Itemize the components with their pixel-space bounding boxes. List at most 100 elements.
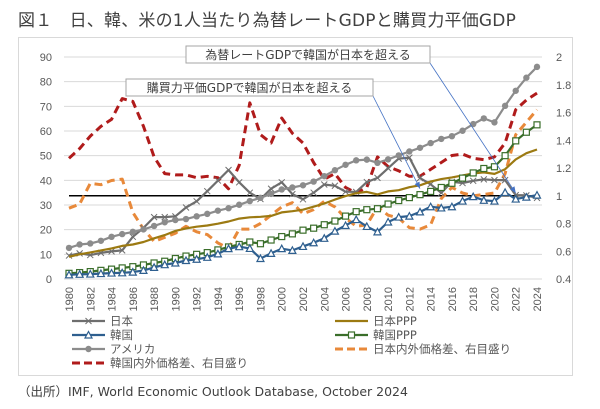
series-4 (65, 63, 541, 252)
x-tick-label: 2008 (362, 287, 374, 311)
left-tick-label: 50 (40, 151, 52, 163)
left-tick-label: 80 (40, 77, 52, 89)
marker-triangle (383, 217, 393, 226)
marker-triangle (234, 241, 244, 251)
marker-circle (299, 182, 307, 189)
marker-x (118, 247, 126, 254)
marker-square (458, 174, 467, 182)
marker-circle (235, 201, 243, 208)
marker-triangle (362, 221, 372, 231)
marker-triangle (351, 214, 361, 224)
marker-square (320, 221, 328, 229)
marker-triangle (447, 201, 457, 211)
marker-square (363, 206, 371, 214)
marker-triangle (255, 253, 265, 263)
marker-circle (267, 190, 275, 198)
legend-item: 韓国 (72, 328, 133, 342)
marker-square (310, 224, 318, 232)
marker-square (256, 240, 265, 248)
annotation-0: 為替レートGDPで韓国が日本を超える (185, 45, 517, 194)
marker-triangle (96, 268, 106, 278)
x-tick-label: 1996 (234, 287, 246, 311)
marker-circle (140, 226, 147, 233)
marker-circle (278, 186, 285, 193)
marker-triangle (426, 201, 436, 211)
marker-triangle (170, 258, 180, 267)
marker-triangle (138, 265, 148, 274)
series-line (68, 148, 538, 258)
marker-square (469, 169, 477, 177)
right-tick-label: 1.4 (556, 135, 571, 147)
marker-x (246, 189, 254, 197)
x-tick-label: 1992 (192, 287, 204, 311)
marker-circle (65, 244, 73, 252)
marker-circle (427, 139, 434, 147)
marker-circle (342, 161, 349, 168)
marker-square (299, 226, 307, 234)
marker-circle (172, 216, 179, 224)
marker-triangle (436, 203, 446, 212)
series-6 (67, 91, 538, 195)
marker-square (331, 217, 339, 225)
marker-square (448, 179, 456, 187)
series-1 (68, 148, 538, 258)
marker-triangle (468, 191, 478, 201)
marker-triangle (192, 254, 202, 263)
marker-square (384, 200, 392, 208)
x-tick-label: 1998 (255, 287, 267, 311)
legend-label: 韓国 (110, 328, 133, 342)
x-tick-label: 2004 (319, 287, 331, 311)
x-tick-label: 2018 (468, 287, 480, 311)
legend-item: 日本内外価格差、右目盛り (335, 342, 511, 356)
marker-square (352, 208, 360, 216)
marker-triangle (287, 245, 297, 254)
marker-square (480, 164, 488, 173)
x-tick-label: 2014 (426, 287, 438, 311)
marker-square (278, 232, 286, 241)
x-tick-label: 2000 (277, 287, 289, 311)
right-tick-label: 2 (556, 52, 562, 64)
marker-square (501, 152, 509, 160)
marker-circle (374, 159, 381, 167)
marker-x (150, 213, 158, 221)
marker-triangle (479, 195, 489, 204)
marker-triangle (309, 237, 319, 247)
right-tick-label: 0.8 (556, 219, 571, 231)
marker-x (299, 195, 307, 203)
marker-circle (225, 205, 232, 212)
right-tick-label: 0.4 (556, 274, 571, 286)
marker-triangle (85, 269, 95, 278)
marker-triangle (64, 270, 74, 279)
marker-circle (406, 148, 413, 155)
marker-square (512, 137, 520, 145)
right-tick-label: 1.8 (556, 80, 571, 92)
marker-x (491, 176, 498, 184)
marker-circle (384, 156, 392, 163)
chart-frame (18, 37, 573, 376)
marker-circle (193, 213, 200, 220)
marker-x (235, 178, 243, 186)
marker-triangle (372, 227, 382, 236)
marker-x (320, 181, 328, 188)
x-tick-label: 1994 (213, 287, 225, 311)
annotation-box (125, 78, 374, 97)
marker-square (288, 230, 296, 238)
marker-circle (469, 120, 477, 128)
marker-triangle (511, 194, 521, 203)
left-tick-label: 20 (40, 225, 52, 237)
marker-circle (214, 207, 222, 214)
marker-x (480, 175, 488, 183)
marker-circle (87, 240, 94, 247)
left-tick-label: 10 (40, 249, 52, 261)
marker-triangle (266, 248, 276, 257)
annotation-text: 為替レートGDPで韓国が日本を超える (205, 47, 410, 62)
marker-circle (85, 345, 92, 353)
right-tick-label: 0.6 (556, 246, 571, 258)
legend-label: 韓国PPP (373, 328, 417, 342)
legend-label: 日本 (110, 314, 133, 328)
right-axis-ticks: 0.4 0.6 0.8 1 1.2 1.4 1.6 1.8 2 (556, 52, 571, 286)
marker-triangle (521, 192, 531, 201)
marker-triangle (213, 249, 223, 258)
marker-triangle (181, 255, 191, 265)
marker-x (363, 178, 371, 186)
